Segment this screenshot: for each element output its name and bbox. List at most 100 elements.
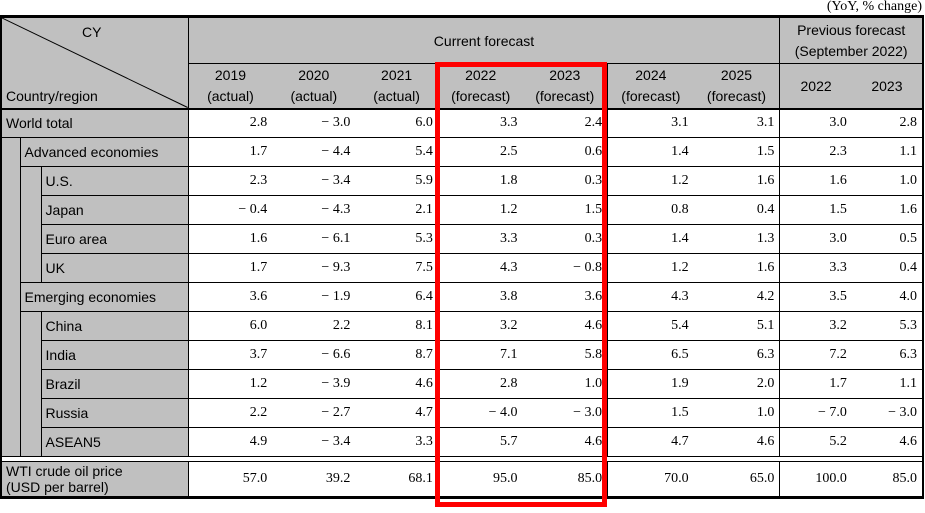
header-row-years: 2019 (actual) 2020 (actual) 2021 (actual… bbox=[1, 63, 923, 110]
previous-forecast-date: (September 2022) bbox=[794, 42, 908, 59]
value-cell: 7.2 bbox=[779, 340, 852, 370]
value-cell: 1.0 bbox=[851, 166, 923, 196]
value-cell: 1.6 bbox=[187, 224, 273, 254]
value-cell: 3.6 bbox=[522, 282, 608, 312]
value-cell: 3.3 bbox=[355, 427, 439, 457]
previous-forecast-label: Previous forecast bbox=[797, 21, 906, 38]
value-cell: 8.7 bbox=[355, 340, 439, 370]
value-cell: 0.4 bbox=[851, 253, 923, 283]
row-label: ASEAN5 bbox=[41, 427, 189, 457]
year-header-2024: 2024 (forecast) bbox=[607, 63, 694, 110]
value-cell: 2.2 bbox=[272, 311, 356, 341]
value-cell: 1.7 bbox=[779, 369, 852, 399]
value-cell: 4.3 bbox=[607, 282, 694, 312]
separator-cell bbox=[1, 456, 923, 462]
value-cell: 1.1 bbox=[851, 369, 923, 399]
value-cell: − 0.4 bbox=[187, 195, 273, 225]
value-cell: 5.9 bbox=[355, 166, 439, 196]
row-label: Brazil bbox=[41, 369, 189, 399]
value-cell: − 4.0 bbox=[437, 398, 523, 428]
value-cell: 4.7 bbox=[355, 398, 439, 428]
value-cell: 4.6 bbox=[355, 369, 439, 399]
value-cell: 85.0 bbox=[522, 461, 608, 498]
value-cell: 95.0 bbox=[437, 461, 523, 498]
value-cell: 2.3 bbox=[779, 137, 852, 167]
value-cell: 1.8 bbox=[437, 166, 523, 196]
value-cell: 1.5 bbox=[693, 137, 780, 167]
year-label: 2021 bbox=[381, 66, 413, 83]
table-row-russia: Russia 2.2 − 2.7 4.7 − 4.0 − 3.0 1.5 1.0… bbox=[1, 398, 923, 428]
value-cell: 5.2 bbox=[779, 427, 852, 457]
value-cell: 1.7 bbox=[187, 137, 273, 167]
value-cell: 6.5 bbox=[607, 340, 694, 370]
prev-year-header-2023: 2023 bbox=[851, 63, 923, 110]
row-label: U.S. bbox=[41, 166, 189, 196]
value-cell: 4.6 bbox=[693, 427, 780, 457]
header-row-groups: CY Country/region Current forecast Previ… bbox=[1, 16, 923, 110]
row-label: Russia bbox=[41, 398, 189, 428]
value-cell: 5.3 bbox=[851, 311, 923, 341]
value-cell: 2.3 bbox=[187, 166, 273, 196]
value-cell: 65.0 bbox=[693, 461, 780, 498]
year-label: 2024 bbox=[635, 66, 667, 83]
value-cell: 4.9 bbox=[187, 427, 273, 457]
year-sub-label: (forecast) bbox=[451, 87, 511, 104]
value-cell: 1.6 bbox=[693, 253, 780, 283]
value-cell: 6.3 bbox=[851, 340, 923, 370]
value-cell: 57.0 bbox=[187, 461, 273, 498]
value-cell: 1.2 bbox=[187, 369, 273, 399]
value-cell: − 3.0 bbox=[522, 398, 608, 428]
value-cell: − 2.7 bbox=[272, 398, 356, 428]
value-cell: 5.4 bbox=[355, 137, 439, 167]
year-sub-label: (actual) bbox=[207, 87, 254, 104]
table-row-japan: Japan − 0.4 − 4.3 2.1 1.2 1.5 0.8 0.4 1.… bbox=[1, 195, 923, 225]
year-header-2022: 2022 (forecast) bbox=[437, 63, 523, 110]
year-sub-label: (forecast) bbox=[706, 87, 767, 104]
group-strip-outer bbox=[1, 137, 21, 457]
value-cell: 4.6 bbox=[522, 427, 608, 457]
value-cell: 7.1 bbox=[437, 340, 523, 370]
table-row-india: India 3.7 − 6.6 8.7 7.1 5.8 6.5 6.3 7.2 … bbox=[1, 340, 923, 370]
table-row-emerging-economies: Emerging economies 3.6 − 1.9 6.4 3.8 3.6… bbox=[1, 282, 923, 312]
row-label: Advanced economies bbox=[20, 137, 189, 167]
row-label: Emerging economies bbox=[20, 282, 189, 312]
group-strip-advanced bbox=[20, 166, 42, 283]
value-cell: 3.0 bbox=[779, 108, 852, 138]
value-cell: 5.1 bbox=[693, 311, 780, 341]
value-cell: 5.7 bbox=[437, 427, 523, 457]
year-header-2021: 2021 (actual) bbox=[355, 63, 439, 110]
value-cell: 2.8 bbox=[851, 108, 923, 138]
value-cell: 0.3 bbox=[522, 224, 608, 254]
year-sub-label: (forecast) bbox=[621, 87, 681, 104]
row-label: UK bbox=[41, 253, 189, 283]
forecast-table: CY Country/region Current forecast Previ… bbox=[0, 15, 924, 499]
value-cell: 1.6 bbox=[693, 166, 780, 196]
table-row-us: U.S. 2.3 − 3.4 5.9 1.8 0.3 1.2 1.6 1.6 1… bbox=[1, 166, 923, 283]
year-header-2019: 2019 (actual) bbox=[187, 63, 273, 110]
corner-cell: CY Country/region bbox=[1, 16, 189, 110]
value-cell: 2.8 bbox=[437, 369, 523, 399]
value-cell: 3.2 bbox=[779, 311, 852, 341]
value-cell: 1.0 bbox=[522, 369, 608, 399]
value-cell: − 3.0 bbox=[272, 108, 356, 138]
year-sub-label: (actual) bbox=[290, 87, 338, 104]
value-cell: 1.6 bbox=[779, 166, 852, 196]
value-cell: 2.2 bbox=[187, 398, 273, 428]
table-row-advanced-economies: Advanced economies 1.7 − 4.4 5.4 2.5 0.6… bbox=[1, 137, 923, 457]
value-cell: 6.3 bbox=[693, 340, 780, 370]
table-row-asean5: ASEAN5 4.9 − 3.4 3.3 5.7 4.6 4.7 4.6 5.2… bbox=[1, 427, 923, 457]
row-label: Euro area bbox=[41, 224, 189, 254]
value-cell: 1.5 bbox=[607, 398, 694, 428]
value-cell: 3.1 bbox=[607, 108, 694, 138]
value-cell: 3.5 bbox=[779, 282, 852, 312]
corner-cy-label: CY bbox=[82, 24, 102, 40]
current-forecast-header: Current forecast bbox=[187, 16, 780, 64]
value-cell: − 1.9 bbox=[272, 282, 356, 312]
wti-label-line2: (USD per barrel) bbox=[6, 479, 109, 495]
year-label: 2019 bbox=[214, 66, 247, 83]
value-cell: 3.7 bbox=[187, 340, 273, 370]
value-cell: 1.3 bbox=[693, 224, 780, 254]
value-cell: 0.5 bbox=[851, 224, 923, 254]
year-header-2020: 2020 (actual) bbox=[272, 63, 356, 110]
